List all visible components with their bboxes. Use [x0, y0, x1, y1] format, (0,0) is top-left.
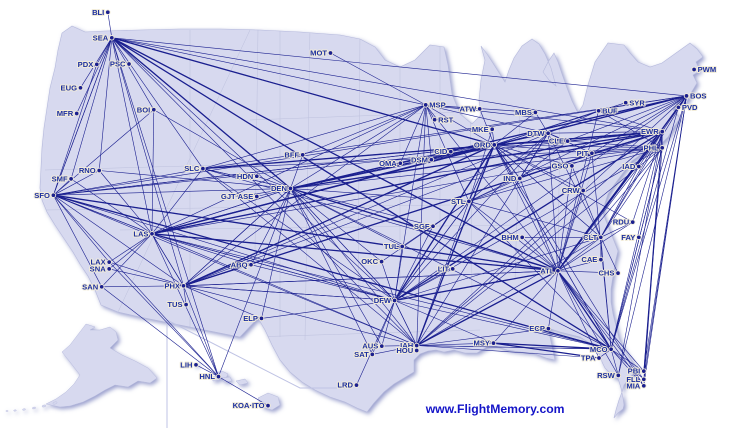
- svg-text:CLE: CLE: [549, 137, 564, 146]
- svg-text:DFW: DFW: [374, 296, 392, 305]
- svg-text:FAY: FAY: [621, 233, 635, 242]
- svg-text:SAT: SAT: [354, 350, 369, 359]
- svg-text:LIH: LIH: [180, 360, 192, 369]
- svg-text:TUS: TUS: [167, 300, 182, 309]
- svg-text:BFF: BFF: [284, 151, 299, 160]
- svg-text:EWR: EWR: [641, 127, 659, 136]
- svg-text:EUG: EUG: [61, 83, 78, 92]
- svg-text:ECP: ECP: [529, 324, 545, 333]
- svg-text:LAS: LAS: [133, 229, 148, 238]
- svg-text:OMA: OMA: [379, 159, 397, 168]
- svg-text:TPA: TPA: [581, 354, 596, 363]
- svg-text:CRW: CRW: [562, 186, 581, 195]
- svg-text:ORD: ORD: [474, 141, 491, 150]
- svg-text:CAE: CAE: [581, 255, 597, 264]
- svg-text:BOI: BOI: [137, 105, 151, 114]
- svg-text:MOT: MOT: [310, 49, 327, 58]
- svg-text:KOA·ITO: KOA·ITO: [233, 401, 265, 410]
- svg-text:PSC: PSC: [110, 60, 126, 69]
- svg-text:MSP: MSP: [429, 101, 445, 110]
- svg-text:MSY: MSY: [474, 339, 490, 348]
- svg-text:www.FlightMemory.com: www.FlightMemory.com: [425, 402, 565, 416]
- svg-text:RNO: RNO: [79, 166, 96, 175]
- svg-text:ABQ: ABQ: [231, 260, 248, 269]
- svg-text:DEN: DEN: [271, 184, 287, 193]
- svg-text:BLI: BLI: [92, 8, 104, 17]
- svg-text:MKE: MKE: [472, 125, 489, 134]
- svg-text:OKC: OKC: [361, 257, 378, 266]
- svg-text:CID: CID: [434, 147, 448, 156]
- svg-text:DTW: DTW: [527, 129, 545, 138]
- svg-text:PWM: PWM: [698, 65, 717, 74]
- svg-text:CHS: CHS: [598, 269, 614, 278]
- svg-text:ELP: ELP: [243, 314, 258, 323]
- svg-text:PHL: PHL: [644, 143, 660, 152]
- svg-text:RDU: RDU: [613, 218, 630, 227]
- svg-text:BHM: BHM: [501, 233, 518, 242]
- svg-text:SMF: SMF: [52, 175, 68, 184]
- svg-text:GSO: GSO: [552, 162, 569, 171]
- svg-text:HNL: HNL: [199, 372, 215, 381]
- svg-text:RSW: RSW: [597, 371, 616, 380]
- svg-text:PVD: PVD: [682, 103, 698, 112]
- svg-text:SFO: SFO: [34, 191, 50, 200]
- svg-text:ATW: ATW: [459, 105, 477, 114]
- svg-text:HDN: HDN: [237, 172, 253, 181]
- svg-text:MIA: MIA: [626, 381, 640, 390]
- svg-text:PIT: PIT: [577, 149, 589, 158]
- svg-text:SEA: SEA: [93, 33, 109, 42]
- svg-text:STL: STL: [451, 197, 466, 206]
- svg-text:LIT: LIT: [438, 265, 450, 274]
- svg-text:DSM: DSM: [411, 155, 428, 164]
- svg-text:ATL: ATL: [540, 266, 555, 275]
- svg-text:SAN: SAN: [82, 282, 98, 291]
- svg-text:LRD: LRD: [337, 381, 353, 390]
- svg-text:ASE: ASE: [238, 192, 254, 201]
- svg-text:PHX: PHX: [164, 281, 180, 290]
- svg-text:SYR: SYR: [629, 98, 645, 107]
- svg-text:PDX: PDX: [78, 60, 94, 69]
- svg-text:CLT: CLT: [583, 233, 598, 242]
- svg-text:SLC: SLC: [184, 164, 200, 173]
- svg-text:HOU: HOU: [396, 346, 413, 355]
- svg-text:MBS: MBS: [515, 108, 532, 117]
- svg-text:BUF: BUF: [602, 106, 618, 115]
- svg-text:IAD: IAD: [622, 162, 636, 171]
- svg-text:IND: IND: [503, 174, 517, 183]
- svg-text:MFR: MFR: [57, 109, 74, 118]
- svg-text:SNA: SNA: [90, 265, 107, 274]
- svg-text:RST: RST: [438, 115, 454, 124]
- svg-text:SGF: SGF: [414, 222, 430, 231]
- svg-text:GJT: GJT: [221, 192, 236, 201]
- svg-text:MCO: MCO: [590, 345, 608, 354]
- svg-text:BOS: BOS: [690, 92, 706, 101]
- svg-text:TUL: TUL: [384, 242, 399, 251]
